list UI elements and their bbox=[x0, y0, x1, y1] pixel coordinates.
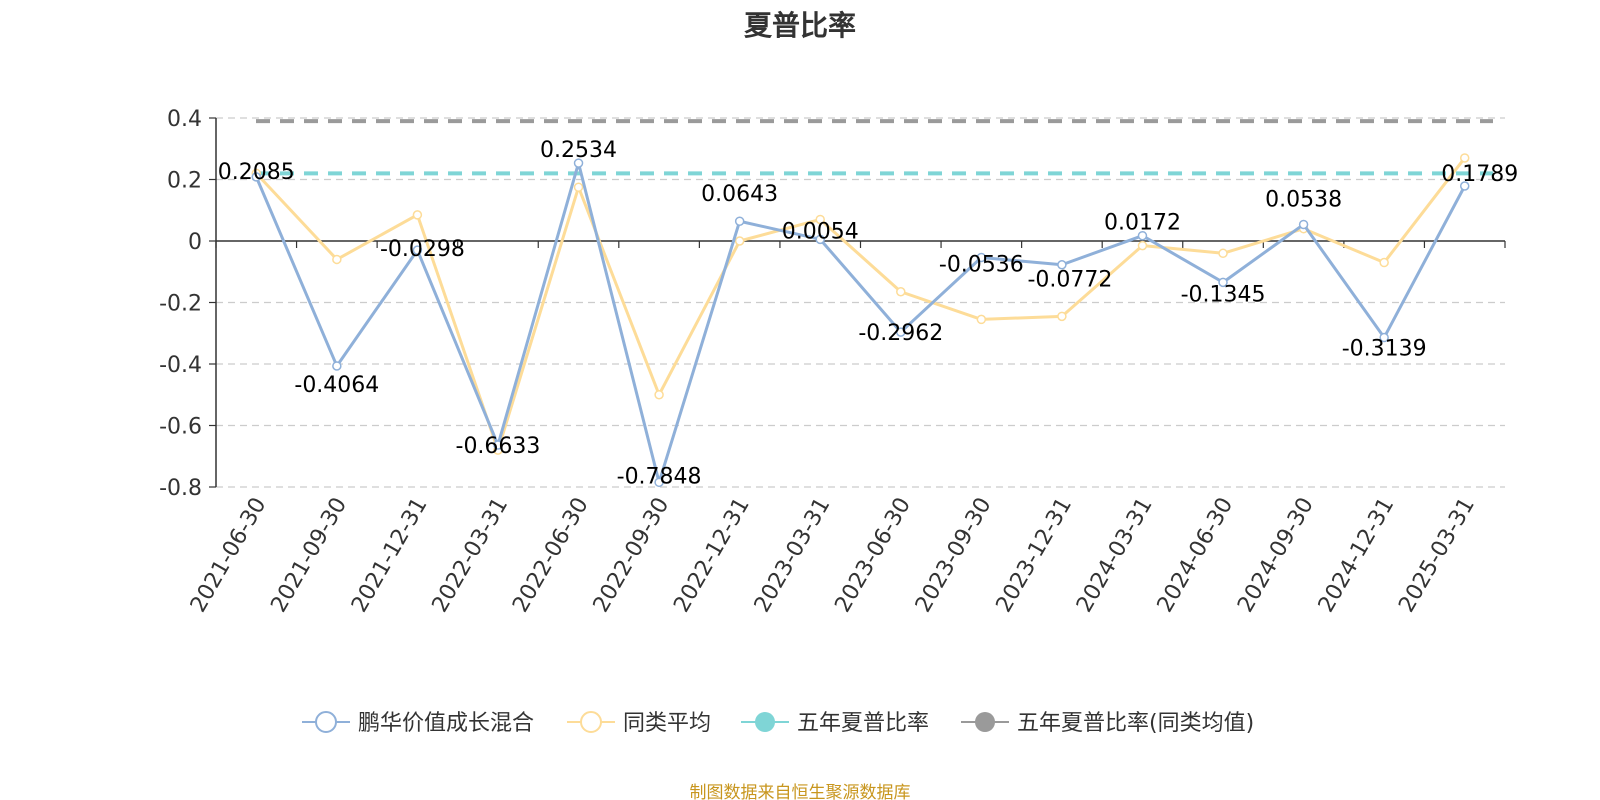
legend-label: 五年夏普比率(同类均值) bbox=[1017, 711, 1254, 736]
legend-item[interactable]: 五年夏普比率 bbox=[741, 711, 929, 736]
y-tick-label: -0.2 bbox=[159, 292, 202, 317]
data-label: -0.7848 bbox=[617, 464, 702, 489]
legend-item[interactable]: 同类平均 bbox=[567, 711, 711, 736]
x-tick-label: 2021-06-30 bbox=[186, 494, 272, 617]
x-tick-label: 2023-12-31 bbox=[992, 494, 1078, 617]
legend-marker bbox=[755, 712, 775, 732]
data-label: 0.0538 bbox=[1265, 187, 1342, 212]
series-point bbox=[1379, 257, 1389, 268]
x-tick-label: 2024-12-31 bbox=[1314, 494, 1400, 617]
series-point bbox=[815, 234, 825, 245]
x-tick-label: 2022-12-31 bbox=[669, 494, 755, 617]
series-point bbox=[1137, 230, 1148, 241]
data-label: -0.2962 bbox=[858, 321, 943, 346]
source-note: 制图数据来自恒生聚源数据库 bbox=[689, 783, 911, 800]
series-point bbox=[251, 172, 262, 182]
y-tick-label: 0.2 bbox=[167, 169, 202, 194]
series-point bbox=[412, 245, 423, 255]
legend[interactable]: 鹏华价值成长混合 同类平均 五年夏普比率 五年夏普比率(同类均值) bbox=[302, 711, 1254, 736]
data-label: 0.0643 bbox=[701, 182, 778, 207]
series-point bbox=[734, 236, 745, 246]
data-label: -0.3139 bbox=[1342, 337, 1427, 362]
series-point bbox=[1218, 248, 1228, 259]
series-point bbox=[332, 361, 342, 371]
data-label: 0.2534 bbox=[540, 138, 617, 163]
legend-item[interactable]: 五年夏普比率(同类均值) bbox=[961, 711, 1254, 736]
data-label: -0.4064 bbox=[294, 373, 379, 398]
axis-layer: 0.4 0.2 0 -0.2 -0.4 -0.6 -0.82021-06-302021-09… bbox=[159, 107, 1506, 617]
data-label: -0.0772 bbox=[1027, 268, 1112, 293]
legend-marker bbox=[580, 711, 602, 733]
data-label: 0.1789 bbox=[1441, 162, 1518, 187]
legend-label: 同类平均 bbox=[623, 711, 711, 736]
data-label: 0.0054 bbox=[782, 219, 859, 244]
series-point bbox=[896, 327, 906, 337]
series-point bbox=[1057, 311, 1067, 322]
x-tick-label: 2021-09-30 bbox=[266, 494, 352, 617]
series-point bbox=[815, 214, 825, 225]
series-point bbox=[493, 440, 503, 450]
data-label: 0.2085 bbox=[218, 160, 295, 185]
series-point bbox=[896, 286, 906, 297]
series-point bbox=[1137, 240, 1148, 251]
series-point bbox=[1459, 181, 1470, 191]
series-line bbox=[255, 157, 1466, 452]
legend-label: 五年夏普比率 bbox=[797, 711, 929, 736]
data-label: -0.0298 bbox=[380, 237, 465, 262]
x-tick-label: 2021-12-31 bbox=[347, 494, 433, 617]
series-point bbox=[412, 210, 423, 220]
y-tick-label: 0.4 bbox=[167, 107, 202, 132]
legend-item[interactable]: 鹏华价值成长混合 bbox=[302, 711, 534, 736]
series-point bbox=[1379, 332, 1389, 343]
series-point bbox=[1057, 259, 1067, 270]
series-point bbox=[332, 254, 342, 265]
data-label: -0.1345 bbox=[1181, 282, 1266, 307]
x-tick-label: 2024-09-30 bbox=[1233, 494, 1319, 617]
chart-title: 夏普比率 bbox=[743, 9, 856, 42]
data-label: -0.0536 bbox=[939, 252, 1024, 277]
x-tick-label: 2024-03-31 bbox=[1072, 494, 1158, 617]
series-point bbox=[976, 314, 987, 325]
x-tick-label: 2023-06-30 bbox=[830, 494, 916, 617]
series-point bbox=[573, 158, 584, 168]
legend-label: 鹏华价值成长混合 bbox=[358, 711, 534, 736]
series-line bbox=[254, 161, 1467, 484]
x-tick-label: 2023-03-31 bbox=[750, 494, 836, 617]
series-point bbox=[976, 252, 987, 263]
series-point bbox=[1218, 277, 1228, 288]
series-layer bbox=[251, 153, 1470, 488]
x-tick-label: 2022-09-30 bbox=[589, 494, 675, 617]
series-point bbox=[654, 390, 664, 400]
y-tick-label: -0.8 bbox=[159, 476, 202, 501]
y-tick-label: 0 bbox=[188, 230, 202, 255]
y-tick-label: -0.4 bbox=[159, 353, 202, 378]
x-tick-label: 2024-06-30 bbox=[1153, 494, 1239, 617]
series-point bbox=[573, 182, 584, 192]
x-tick-label: 2023-09-30 bbox=[911, 494, 997, 617]
x-tick-label: 2022-06-30 bbox=[508, 494, 594, 617]
data-label: -0.6633 bbox=[456, 434, 541, 459]
data-label: 0.0172 bbox=[1104, 211, 1181, 236]
series-point bbox=[734, 216, 745, 226]
legend-marker bbox=[975, 712, 995, 732]
x-tick-label: 2022-03-31 bbox=[428, 494, 514, 617]
constant-lines bbox=[256, 119, 1493, 176]
series-point bbox=[654, 477, 664, 488]
series-point bbox=[1459, 153, 1470, 163]
y-tick-label: -0.6 bbox=[159, 415, 202, 440]
x-tick-label: 2025-03-31 bbox=[1394, 494, 1480, 617]
grid-layer bbox=[216, 117, 1505, 488]
legend-marker bbox=[315, 711, 337, 733]
data-labels: 0.2085 -0.4064 -0.0298 -0.6633 0.2534 -0.7848… bbox=[218, 138, 1518, 489]
series-point bbox=[1298, 219, 1309, 230]
